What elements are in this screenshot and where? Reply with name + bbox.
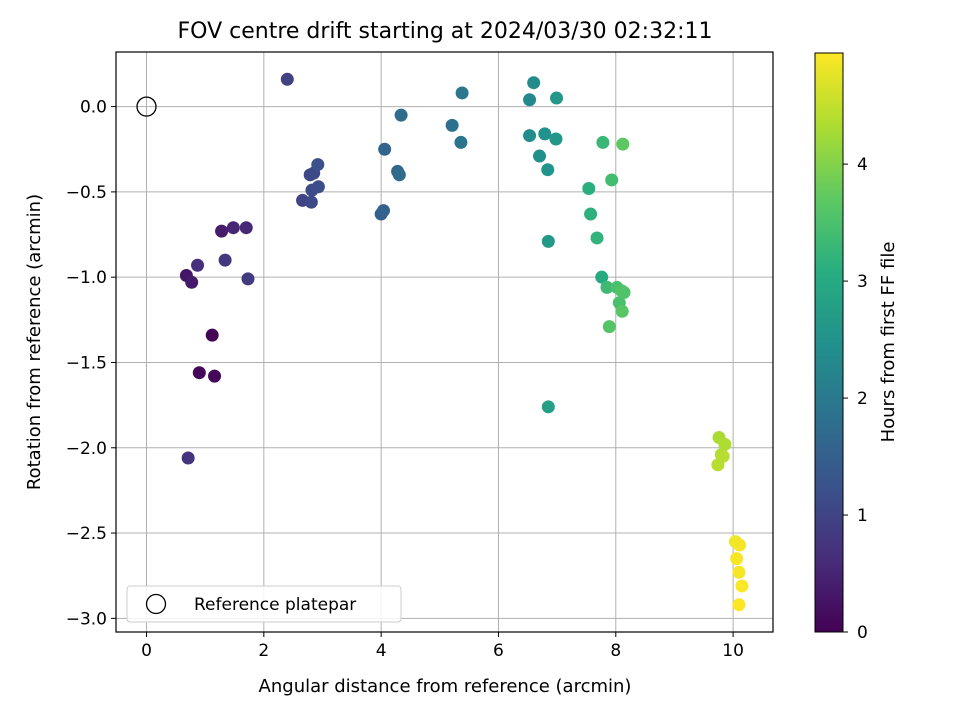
data-point bbox=[541, 400, 555, 414]
legend-reference-label: Reference platepar bbox=[194, 595, 356, 615]
legend: Reference platepar bbox=[126, 585, 402, 623]
data-point bbox=[600, 280, 614, 294]
data-point bbox=[523, 129, 537, 143]
legend-box bbox=[126, 585, 402, 623]
y-tick-label: −1.0 bbox=[66, 268, 107, 288]
data-point bbox=[730, 552, 744, 566]
colorbar-ticks: 0 1 2 3 4 bbox=[843, 155, 868, 643]
data-point bbox=[181, 451, 195, 465]
colorbar-tick-label: 4 bbox=[857, 155, 868, 175]
data-point bbox=[218, 253, 232, 267]
data-point bbox=[205, 328, 219, 342]
data-point bbox=[226, 221, 240, 235]
data-point bbox=[527, 76, 541, 90]
colorbar: 0 1 2 3 4 Hours from first FF file bbox=[814, 52, 899, 643]
data-point bbox=[616, 137, 630, 151]
data-point bbox=[378, 142, 392, 156]
data-point bbox=[732, 598, 746, 612]
x-tick-label: 8 bbox=[610, 641, 621, 661]
data-point bbox=[595, 270, 609, 284]
data-point bbox=[711, 458, 725, 472]
y-tick-label: 0.0 bbox=[80, 98, 107, 118]
data-point bbox=[596, 135, 610, 149]
data-points bbox=[136, 72, 749, 612]
data-point bbox=[718, 437, 732, 451]
colorbar-gradient bbox=[814, 52, 844, 633]
x-tick-label: 2 bbox=[258, 641, 269, 661]
data-point bbox=[208, 369, 222, 383]
data-point bbox=[241, 272, 255, 286]
data-point bbox=[185, 275, 199, 289]
data-point bbox=[541, 163, 555, 177]
data-point bbox=[550, 91, 564, 105]
y-tick-label: −2.5 bbox=[66, 524, 107, 544]
data-point bbox=[584, 207, 598, 221]
data-point bbox=[533, 149, 547, 163]
data-point bbox=[617, 286, 631, 300]
data-point bbox=[602, 320, 616, 334]
x-tick-label: 10 bbox=[722, 641, 744, 661]
colorbar-tick-label: 1 bbox=[857, 506, 868, 526]
colorbar-tick-label: 3 bbox=[857, 272, 868, 292]
data-point bbox=[311, 158, 325, 172]
legend-reference-marker bbox=[145, 593, 167, 615]
y-axis: 0.0 −0.5 −1.0 −1.5 −2.0 −2.5 −3.0 bbox=[66, 98, 116, 629]
data-point bbox=[549, 132, 563, 146]
y-tick-label: −0.5 bbox=[66, 183, 107, 203]
colorbar-tick-label: 2 bbox=[857, 389, 868, 409]
y-tick-label: −1.5 bbox=[66, 353, 107, 373]
data-point bbox=[732, 565, 746, 579]
data-point bbox=[376, 204, 390, 218]
x-tick-label: 6 bbox=[493, 641, 504, 661]
x-axis: 0 2 4 6 8 10 bbox=[141, 632, 744, 661]
data-point bbox=[239, 221, 253, 235]
data-point bbox=[394, 108, 408, 122]
data-point bbox=[541, 234, 555, 248]
data-point bbox=[445, 118, 459, 132]
data-point bbox=[605, 173, 619, 187]
data-point bbox=[582, 181, 596, 195]
data-point bbox=[392, 168, 406, 182]
chart-title: FOV centre drift starting at 2024/03/30 … bbox=[178, 19, 713, 44]
y-tick-label: −2.0 bbox=[66, 439, 107, 459]
data-point bbox=[735, 579, 749, 593]
data-point bbox=[733, 538, 747, 552]
data-point bbox=[523, 93, 537, 107]
reference-marker bbox=[136, 96, 157, 117]
x-tick-label: 4 bbox=[376, 641, 387, 661]
x-axis-label: Angular distance from reference (arcmin) bbox=[259, 676, 632, 697]
data-point bbox=[192, 366, 206, 380]
data-point bbox=[455, 86, 469, 100]
data-point bbox=[215, 224, 229, 238]
data-point bbox=[311, 180, 325, 194]
y-axis-label: Rotation from reference (arcmin) bbox=[24, 194, 45, 490]
data-point bbox=[615, 304, 629, 318]
y-tick-label: −3.0 bbox=[66, 609, 107, 629]
data-point bbox=[538, 127, 552, 141]
data-point bbox=[590, 231, 604, 245]
plot-frame bbox=[115, 51, 774, 633]
data-point bbox=[280, 72, 294, 86]
data-point bbox=[191, 258, 205, 272]
data-point bbox=[454, 135, 468, 149]
colorbar-tick-label: 0 bbox=[857, 623, 868, 643]
grid bbox=[116, 52, 773, 632]
colorbar-label: Hours from first FF file bbox=[878, 242, 899, 443]
data-point bbox=[304, 195, 318, 209]
x-tick-label: 0 bbox=[141, 641, 152, 661]
